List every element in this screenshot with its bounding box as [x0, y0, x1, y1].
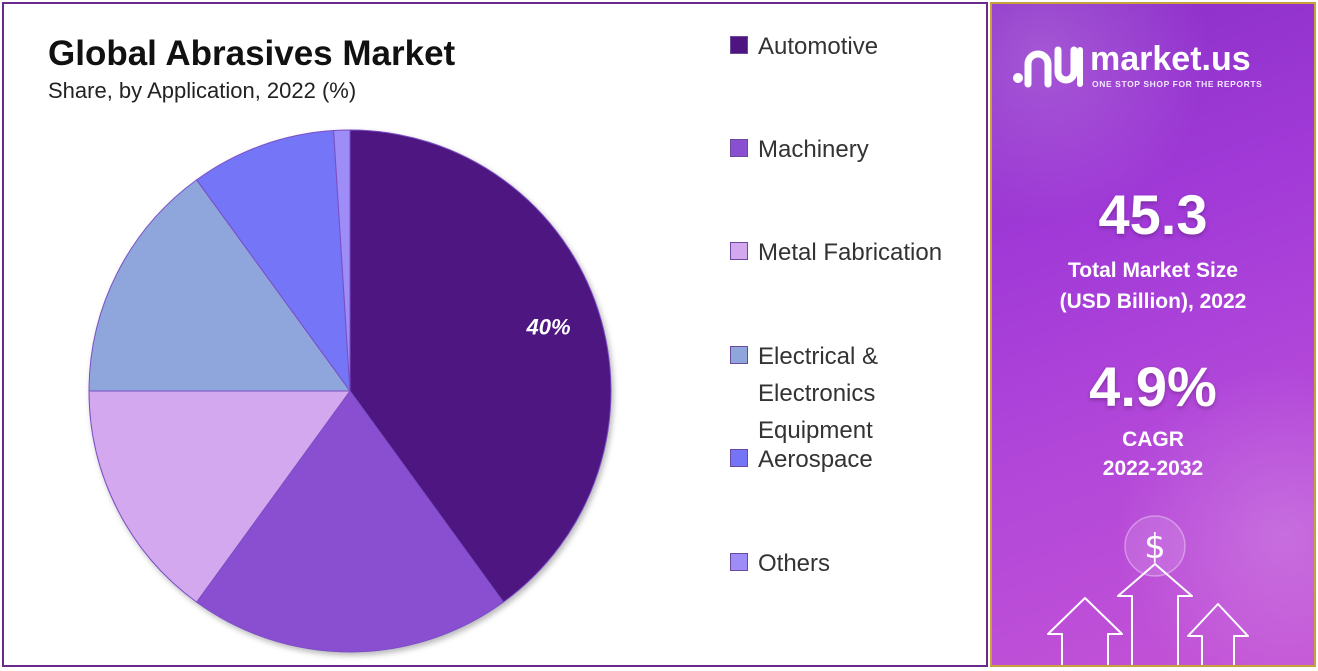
market-size-label-year: (USD Billion), 2022 — [1059, 290, 1247, 313]
pie-data-label: 40% — [526, 314, 571, 339]
cagr-value: 4.9% — [1089, 355, 1217, 418]
chart-panel: Global Abrasives Market Share, by Applic… — [2, 2, 988, 667]
legend-swatch — [730, 553, 748, 571]
legend-label: Machinery — [758, 131, 988, 168]
brand-tagline: ONE STOP SHOP FOR THE REPORTS — [1092, 79, 1263, 89]
brand-name: market.us — [1090, 40, 1251, 78]
legend-label: Others — [758, 545, 988, 582]
chart-title: Global Abrasives Market — [48, 34, 456, 73]
legend-swatch — [730, 36, 748, 54]
legend-label-line: Others — [758, 550, 831, 577]
market-us-logo-icon — [1013, 46, 1083, 88]
legend-label: Automotive — [758, 28, 988, 65]
pie-slice-automotive — [349, 129, 612, 603]
legend-label-line: Electrical & — [758, 343, 879, 370]
legend-label: Metal Fabrication — [758, 234, 988, 271]
legend-swatch — [730, 139, 748, 157]
cagr-label: CAGR — [1122, 428, 1184, 451]
pie-slice-metal-fabrication — [88, 390, 351, 603]
legend-label-line: Machinery — [758, 136, 869, 163]
dollar-sign-icon: $ — [1144, 527, 1166, 567]
info-panel: market.us ONE STOP SHOP FOR THE REPORTS … — [990, 2, 1316, 667]
cagr-period: 2022-2032 — [1102, 457, 1204, 480]
growth-arrows-icon: $ — [1047, 515, 1249, 665]
legend-swatch — [730, 346, 748, 364]
legend-label-line: Aerospace — [758, 446, 873, 473]
legend-swatch — [730, 449, 748, 467]
legend-label-line: Automotive — [758, 33, 879, 60]
legend-label-line: Equipment — [758, 417, 873, 444]
market-size-value: 45.3 — [1098, 183, 1208, 246]
market-size-label: Total Market Size — [1068, 259, 1238, 282]
pie-slice-machinery — [195, 390, 505, 653]
pie-slice-others — [333, 129, 351, 392]
legend-label: Electrical & Electronics Equipment — [758, 338, 988, 449]
legend-label: Aerospace — [758, 441, 988, 478]
legend-label-line: Electronics — [758, 380, 876, 407]
pie-slice-aerospace — [195, 129, 351, 393]
legend-swatch — [730, 242, 748, 260]
legend-label-line: Metal Fabrication — [758, 239, 943, 266]
chart-subtitle: Share, by Application, 2022 (%) — [48, 78, 357, 103]
pie-chart: 40% — [88, 129, 612, 653]
pie-slice-electrical-electronics-equipment — [88, 179, 351, 392]
